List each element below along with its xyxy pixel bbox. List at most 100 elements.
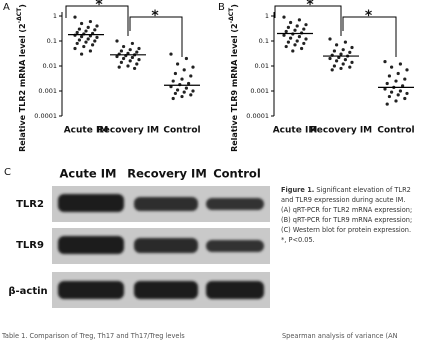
data-point bbox=[291, 49, 295, 53]
data-point bbox=[295, 39, 299, 43]
data-point bbox=[302, 27, 306, 31]
data-point bbox=[302, 41, 306, 46]
y-tick-label: 0.0001 bbox=[34, 112, 57, 120]
data-point bbox=[75, 30, 79, 35]
data-point bbox=[396, 71, 400, 76]
y-tick-label: 1 bbox=[53, 12, 57, 20]
data-point bbox=[169, 52, 173, 56]
data-point bbox=[191, 65, 195, 69]
data-point bbox=[297, 18, 301, 22]
y-axis-label-sup: -ΔCT bbox=[16, 7, 23, 24]
data-point bbox=[304, 23, 308, 27]
data-point bbox=[350, 45, 354, 50]
x-tick-label: Acute IM bbox=[64, 126, 109, 136]
data-point bbox=[295, 24, 299, 28]
data-point bbox=[88, 19, 92, 24]
y-axis-label: Relative TLR9 mRNA level (2-ΔCT) bbox=[228, 4, 239, 152]
data-point bbox=[405, 91, 409, 96]
data-point bbox=[77, 38, 81, 42]
data-point bbox=[80, 52, 84, 56]
data-point bbox=[91, 43, 95, 47]
y-tick-label: 0.001 bbox=[250, 87, 269, 95]
data-point bbox=[137, 58, 141, 62]
data-point bbox=[182, 90, 186, 94]
data-point bbox=[343, 58, 347, 62]
blot-column: Acute IM bbox=[60, 167, 117, 181]
data-point bbox=[135, 62, 139, 66]
data-point bbox=[330, 68, 334, 72]
data-point bbox=[339, 52, 343, 56]
data-point bbox=[335, 59, 339, 63]
data-point bbox=[73, 46, 77, 51]
data-point bbox=[80, 21, 84, 26]
data-point bbox=[80, 34, 84, 39]
data-point bbox=[385, 102, 389, 106]
y-axis-label-text: Relative TLR2 mRNA level (2 bbox=[18, 23, 27, 152]
data-point bbox=[398, 89, 402, 93]
caption-line: (A) qRT-PCR for TLR2 mRNA expression; bbox=[281, 206, 412, 214]
data-point bbox=[187, 81, 191, 86]
data-point bbox=[173, 91, 177, 96]
data-point bbox=[286, 40, 290, 44]
significance-bracket bbox=[342, 16, 397, 57]
data-point bbox=[304, 37, 308, 41]
blot-row-label: β-actin bbox=[8, 286, 47, 297]
data-point bbox=[128, 48, 132, 52]
data-point bbox=[133, 66, 137, 71]
data-point bbox=[398, 62, 402, 66]
data-point bbox=[284, 44, 288, 49]
data-point bbox=[180, 94, 184, 99]
data-point bbox=[95, 24, 99, 28]
caption-line: and TLR9 expression during acute IM. bbox=[281, 196, 405, 204]
data-point bbox=[383, 59, 387, 64]
data-point bbox=[184, 86, 188, 90]
data-point bbox=[122, 44, 126, 49]
y-axis-label-end: ) bbox=[18, 4, 27, 8]
data-point bbox=[86, 25, 90, 29]
data-point bbox=[73, 15, 77, 19]
footer-text: Table 1. Comparison of Treg, Th17 and Th… bbox=[1, 332, 185, 340]
data-point bbox=[135, 50, 139, 54]
data-point bbox=[184, 56, 188, 61]
data-point bbox=[350, 60, 354, 64]
y-axis-label-end: ) bbox=[230, 4, 239, 8]
significance-bracket bbox=[65, 5, 129, 36]
blot-strip bbox=[52, 228, 270, 264]
y-tick-label: 0.01 bbox=[43, 62, 57, 70]
caption-line: *, P<0.05. bbox=[281, 236, 315, 244]
data-point bbox=[119, 60, 123, 64]
blot-row-label: TLR9 bbox=[16, 240, 44, 251]
blot-strip bbox=[52, 186, 270, 222]
data-point bbox=[289, 20, 293, 25]
y-axis-label-text: Relative TLR9 mRNA level (2 bbox=[230, 23, 239, 152]
data-point bbox=[286, 25, 290, 29]
y-tick-label: 0.1 bbox=[259, 37, 269, 45]
data-point bbox=[115, 54, 119, 59]
data-point bbox=[189, 93, 193, 97]
caption-line: (B) qRT-PCR for TLR9 mRNA expression; bbox=[281, 216, 412, 224]
data-point bbox=[126, 64, 130, 68]
significance-bracket bbox=[274, 5, 342, 36]
data-point bbox=[128, 59, 132, 63]
panel-label: A bbox=[3, 2, 10, 13]
data-point bbox=[176, 88, 180, 92]
data-point bbox=[189, 74, 193, 78]
data-point bbox=[403, 77, 407, 81]
data-point bbox=[95, 35, 99, 39]
blot-column: Control bbox=[213, 167, 261, 181]
data-point bbox=[390, 90, 394, 94]
data-point bbox=[343, 40, 347, 44]
y-tick-label: 0.0001 bbox=[246, 112, 269, 120]
y-axis-label-sup: -ΔCT bbox=[228, 7, 235, 24]
data-point bbox=[348, 50, 352, 54]
significance-star: * bbox=[95, 0, 103, 13]
data-point bbox=[173, 71, 177, 76]
data-point bbox=[84, 40, 88, 44]
data-point bbox=[383, 87, 387, 91]
data-point bbox=[403, 96, 407, 101]
data-point bbox=[115, 39, 119, 43]
panel-label: B bbox=[218, 2, 225, 13]
data-point bbox=[348, 65, 352, 69]
